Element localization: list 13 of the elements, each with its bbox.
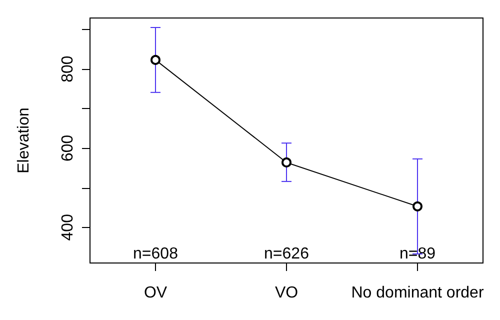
y-tick-label: 800	[60, 56, 76, 82]
y-tick-label: 400	[60, 214, 76, 241]
annotation: n=89	[399, 246, 436, 262]
x-tick-label: OV	[144, 284, 168, 302]
point	[150, 54, 160, 65]
x-tick-label: VO	[274, 284, 298, 302]
annotation: n=626	[264, 246, 310, 262]
y-tick-label: 600	[60, 134, 76, 162]
point	[412, 201, 422, 212]
annotation: n=608	[133, 246, 178, 262]
x-tick-label: No dominant order	[351, 284, 484, 302]
y-axis-title: Elevation	[16, 108, 32, 174]
point	[282, 157, 292, 168]
